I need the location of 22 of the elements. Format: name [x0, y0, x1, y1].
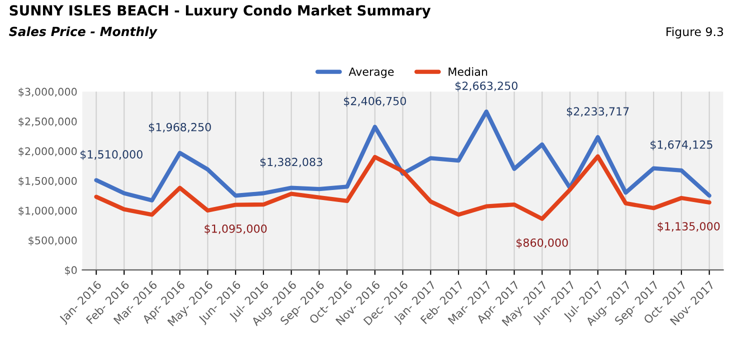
- y-tick-label: $2,500,000: [18, 117, 77, 127]
- data-label: $2,233,717: [566, 106, 629, 118]
- chart-title: SUNNY ISLES BEACH - Luxury Condo Market Summary: [10, 4, 431, 18]
- data-label: $1,510,000: [80, 150, 142, 160]
- y-tick-label: $500,000: [28, 236, 77, 246]
- data-label: $1,968,250: [148, 122, 211, 133]
- data-label: $2,663,250: [455, 81, 518, 92]
- caption: Figure 9.3: [666, 27, 724, 38]
- data-label: $860,000: [516, 238, 568, 248]
- data-label: $2,406,750: [344, 96, 406, 107]
- y-tick-label: $1,500,000: [18, 176, 77, 186]
- y-tick-label: $2,000,000: [18, 147, 77, 157]
- data-label: $1,095,000: [204, 224, 267, 234]
- y-tick-label: $0: [65, 266, 77, 276]
- data-label: $1,674,125: [650, 140, 712, 150]
- data-label: $1,135,000: [658, 222, 720, 232]
- y-tick-label: $3,000,000: [18, 88, 77, 98]
- legend-label: Median: [448, 67, 488, 76]
- legend-label: Average: [348, 68, 394, 78]
- chart-subtitle: Sales Price - Monthly: [9, 26, 158, 39]
- y-tick-label: $1,000,000: [18, 206, 77, 216]
- data-label: $1,382,083: [260, 158, 322, 168]
